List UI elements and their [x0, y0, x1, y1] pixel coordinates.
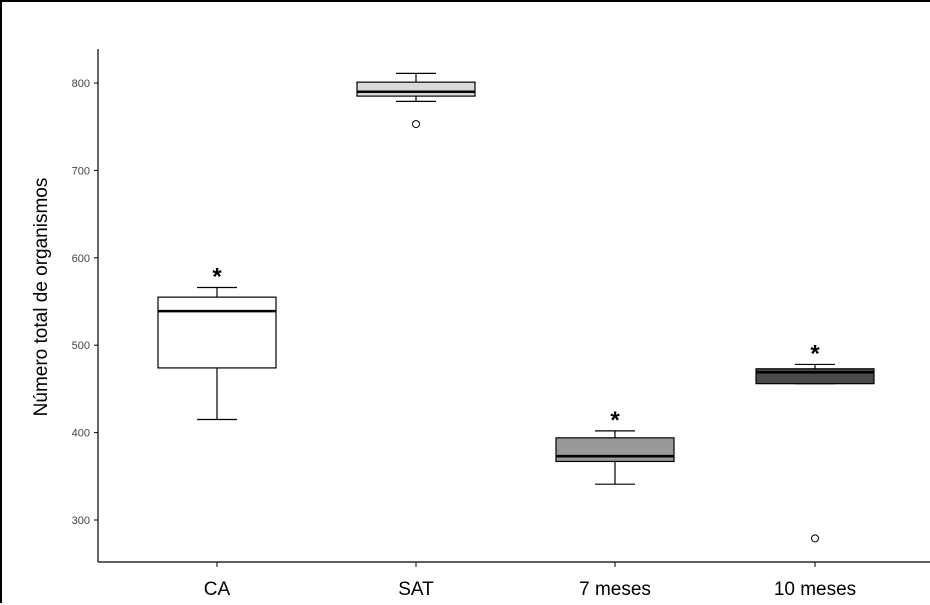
y-tick-label: 600 — [72, 253, 90, 265]
box-group: * — [755, 340, 875, 543]
box-group: * — [555, 407, 675, 485]
x-tick-label: 10 meses — [774, 579, 856, 600]
outlier-point — [811, 534, 819, 543]
y-axis-label: Número total de organismos — [31, 178, 52, 417]
y-tick-label: 700 — [72, 165, 90, 177]
axes — [97, 49, 930, 563]
box-iqr — [356, 81, 476, 97]
significance-star: * — [610, 407, 620, 434]
x-ticks: CA SAT 7 meses 10 meses — [204, 562, 856, 600]
box-iqr — [555, 437, 675, 463]
x-tick-label: 7 meses — [579, 579, 651, 600]
outlier-point — [412, 120, 420, 129]
x-tick-label: SAT — [398, 579, 434, 600]
box-group: * — [157, 264, 277, 421]
box-iqr — [157, 296, 277, 369]
y-tick-label: 400 — [72, 428, 90, 440]
boxes: * * * — [157, 72, 875, 543]
y-tick-label: 500 — [72, 340, 90, 352]
y-tick-label: 300 — [72, 515, 90, 527]
y-tick-label: 800 — [72, 78, 90, 90]
box-group — [356, 72, 476, 129]
significance-star: * — [212, 264, 222, 291]
significance-star: * — [810, 340, 820, 367]
y-ticks: 300 400 500 600 700 800 — [72, 78, 98, 527]
x-tick-label: CA — [204, 579, 231, 600]
